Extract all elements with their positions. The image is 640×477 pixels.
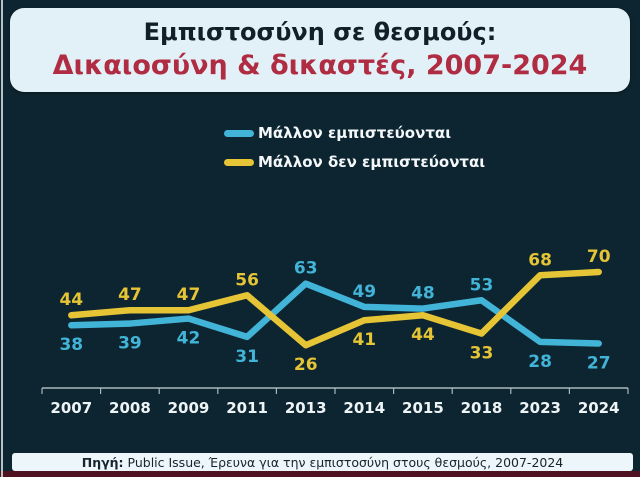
data-point-label: 26 [294, 355, 318, 375]
source-label: Πηγή: [81, 454, 124, 470]
trust-series-swatch-icon [224, 129, 254, 137]
source-footer: Πηγή: Public Issue, Έρευνα για την εμπισ… [12, 453, 633, 471]
data-point-label: 28 [528, 352, 552, 372]
series-line-1 [68, 268, 602, 349]
line-chart: 2007 2008 2009 2011 2013 2014 2015 2018 2023 2024… [41, 247, 629, 417]
page-title: Εμπιστοσύνη σε θεσμούς: [143, 18, 497, 46]
data-point-label: 42 [177, 329, 201, 349]
data-point-label: 48 [411, 284, 435, 304]
data-point-label: 44 [411, 325, 435, 345]
title-box: Εμπιστοσύνη σε θεσμούς: Δικαιοσύνη & δικ… [10, 8, 630, 92]
data-point-label: 49 [352, 282, 376, 302]
data-point-label: 41 [352, 330, 376, 350]
x-axis-tick-label: 2015 [402, 399, 444, 417]
x-axis-tick-label: 2023 [519, 399, 561, 417]
legend-item-distrust: Μάλλον δεν εμπιστεύονται [224, 153, 485, 171]
data-point-label: 27 [587, 354, 611, 374]
data-point-label: 70 [587, 247, 611, 267]
data-point-label: 53 [470, 275, 494, 295]
data-point-label: 38 [59, 335, 83, 355]
chart-legend: Μάλλον εμπιστεύονται Μάλλον δεν εμπιστεύ… [224, 124, 485, 171]
data-point-label: 47 [177, 285, 201, 305]
x-axis-tick-label: 2013 [285, 399, 327, 417]
left-edge-line [1, 0, 3, 477]
x-axis-tick-label: 2009 [168, 399, 210, 417]
page-subtitle: Δικαιοσύνη & δικαστές, 2007-2024 [52, 50, 588, 81]
data-point-label: 56 [235, 270, 259, 290]
data-point-label: 33 [470, 344, 494, 364]
bottom-strip [0, 471, 640, 477]
legend-label-trust: Μάλλον εμπιστεύονται [258, 124, 452, 142]
source-text: Public Issue, Έρευνα για την εμπιστοσύνη… [127, 454, 564, 470]
x-axis-tick-label: 2008 [109, 399, 151, 417]
x-axis-tick-label: 2011 [226, 399, 268, 417]
series-line-0 [68, 280, 602, 347]
data-point-label: 31 [235, 347, 259, 367]
legend-item-trust: Μάλλον εμπιστεύονται [224, 124, 485, 142]
data-point-label: 47 [118, 285, 142, 305]
data-point-label: 44 [59, 290, 83, 310]
legend-label-distrust: Μάλλον δεν εμπιστεύονται [258, 153, 486, 171]
x-axis-tick-label: 2024 [578, 399, 620, 417]
distrust-series-swatch-icon [224, 158, 254, 166]
data-point-label: 39 [118, 334, 142, 354]
x-axis-tick-label: 2007 [50, 399, 92, 417]
x-axis-tick-label: 2018 [461, 399, 503, 417]
data-point-label: 68 [528, 250, 552, 270]
x-axis-tick-label: 2014 [343, 399, 385, 417]
data-point-label: 63 [294, 259, 318, 279]
